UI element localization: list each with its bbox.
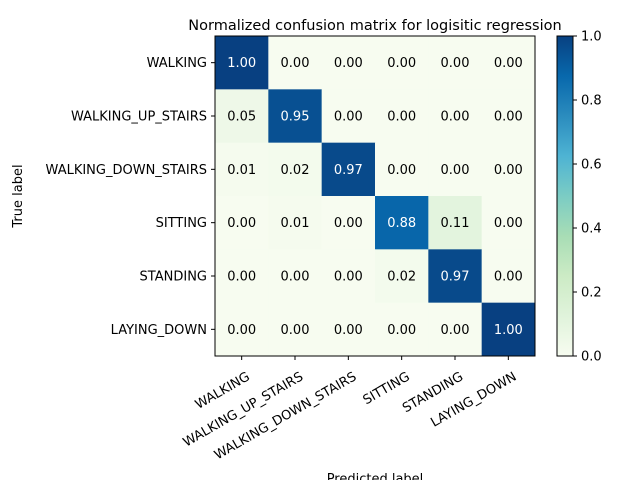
colorbar-tick-label: 0.8 <box>581 94 602 109</box>
cell-value-label: 0.00 <box>334 110 363 125</box>
y-tick-label: WALKING_UP_STAIRS <box>71 110 207 125</box>
x-axis-ticks: WALKINGWALKING_UP_STAIRSWALKING_DOWN_STA… <box>181 356 519 463</box>
cell-value-label: 1.00 <box>494 323 523 338</box>
cell-value-label: 0.01 <box>227 163 256 178</box>
heatmap-cell <box>321 142 376 197</box>
heatmap-cell <box>481 249 536 303</box>
cell-value-label: 0.00 <box>387 323 416 338</box>
cell-value-label: 0.00 <box>441 56 470 71</box>
heatmap-cell <box>375 142 429 197</box>
cell-value-label: 0.05 <box>227 110 256 125</box>
cell-value-label: 0.01 <box>281 216 310 231</box>
heatmap-cell <box>215 302 269 357</box>
colorbar-tick-label: 0.0 <box>581 350 602 365</box>
y-axis-ticks: WALKING WALKING_UP_STAIRS WALKING_DOWN_STA… <box>46 56 215 338</box>
heatmap-cell <box>481 89 536 143</box>
heatmap-cell <box>268 36 322 90</box>
cell-value-label: 0.00 <box>281 323 310 338</box>
y-tick-label: LAYING_DOWN <box>111 323 207 338</box>
cell-value-label: 0.00 <box>441 323 470 338</box>
y-tick-label: STANDING <box>140 270 207 285</box>
cell-value-label: 0.00 <box>227 270 256 285</box>
colorbar-tick-label: 1.0 <box>581 30 602 45</box>
cell-value-label: 0.00 <box>334 216 363 231</box>
heatmap-cell <box>321 302 376 357</box>
heatmap-cell <box>375 196 429 250</box>
heatmap-cell <box>268 249 322 303</box>
cell-value-label: 1.00 <box>227 56 256 71</box>
heatmap-cell <box>428 36 482 90</box>
cell-value-label: 0.00 <box>227 216 256 231</box>
heatmap-cell <box>428 196 482 250</box>
heatmap-cell <box>428 302 482 357</box>
cell-value-label: 0.00 <box>494 56 523 71</box>
y-tick-label: SITTING <box>156 216 207 231</box>
heatmap-cells <box>215 36 536 357</box>
cell-value-label: 0.00 <box>334 323 363 338</box>
heatmap-cell <box>375 302 429 357</box>
cell-value-label: 0.00 <box>334 56 363 71</box>
cell-value-label: 0.00 <box>441 110 470 125</box>
cell-value-label: 0.97 <box>334 163 363 178</box>
heatmap-cell <box>428 142 482 197</box>
heatmap-cell <box>321 249 376 303</box>
plot-frame <box>214 35 536 357</box>
heatmap-cell <box>428 249 482 303</box>
heatmap-cell <box>428 89 482 143</box>
heatmap-cell <box>375 249 429 303</box>
heatmap-cell <box>481 36 536 90</box>
heatmap-cell <box>215 89 269 143</box>
cell-value-label: 0.00 <box>494 163 523 178</box>
heatmap-cell <box>375 36 429 90</box>
heatmap-cell <box>268 196 322 250</box>
cell-value-label: 0.00 <box>387 56 416 71</box>
cell-value-label: 0.02 <box>281 163 310 178</box>
cell-value-label: 0.00 <box>334 270 363 285</box>
heatmap-cell <box>268 142 322 197</box>
cell-value-label: 0.97 <box>441 270 470 285</box>
heatmap-cell <box>215 142 269 197</box>
cell-value-label: 0.02 <box>387 270 416 285</box>
heatmap-cell <box>215 196 269 250</box>
heatmap-cell <box>215 249 269 303</box>
cell-value-label: 0.00 <box>441 163 470 178</box>
heatmap-cell <box>481 142 536 197</box>
colorbar <box>556 35 574 357</box>
heatmap-cell <box>481 196 536 250</box>
x-axis-label: Predicted label <box>327 472 424 480</box>
y-tick-label: WALKING_DOWN_STAIRS <box>46 163 207 178</box>
colorbar-tick-label: 0.4 <box>581 222 602 237</box>
heatmap-cell <box>215 36 269 90</box>
cell-value-label: 0.00 <box>494 270 523 285</box>
y-tick-label: WALKING <box>147 56 207 71</box>
cell-value-label: 0.95 <box>281 110 310 125</box>
cell-value-label: 0.00 <box>494 110 523 125</box>
heatmap-cell <box>375 89 429 143</box>
cell-value-label: 0.00 <box>387 163 416 178</box>
heatmap-cell <box>321 89 376 143</box>
heatmap-cell <box>321 196 376 250</box>
heatmap-cell <box>321 36 376 90</box>
heatmap-cell <box>268 302 322 357</box>
colorbar-ticks: 0.0 0.2 0.4 0.6 0.8 1.0 <box>573 30 602 365</box>
cell-value-label: 0.00 <box>227 323 256 338</box>
chart-title: Normalized confusion matrix for logisiti… <box>188 18 561 34</box>
cell-value-label: 0.00 <box>494 216 523 231</box>
heatmap-cell-labels: 1.00 0.00 0.00 0.00 0.00 0.00 0.05 0.95 0.00 0.00… <box>227 56 523 338</box>
y-axis-label: True label <box>11 164 26 228</box>
cell-value-label: 0.88 <box>387 216 416 231</box>
cell-value-label: 0.00 <box>281 270 310 285</box>
cell-value-label: 0.11 <box>441 216 470 231</box>
heatmap-cell <box>481 302 536 357</box>
colorbar-tick-label: 0.2 <box>581 286 602 301</box>
colorbar-tick-label: 0.6 <box>581 158 602 173</box>
cell-value-label: 0.00 <box>387 110 416 125</box>
heatmap-cell <box>268 89 322 143</box>
cell-value-label: 0.00 <box>281 56 310 71</box>
